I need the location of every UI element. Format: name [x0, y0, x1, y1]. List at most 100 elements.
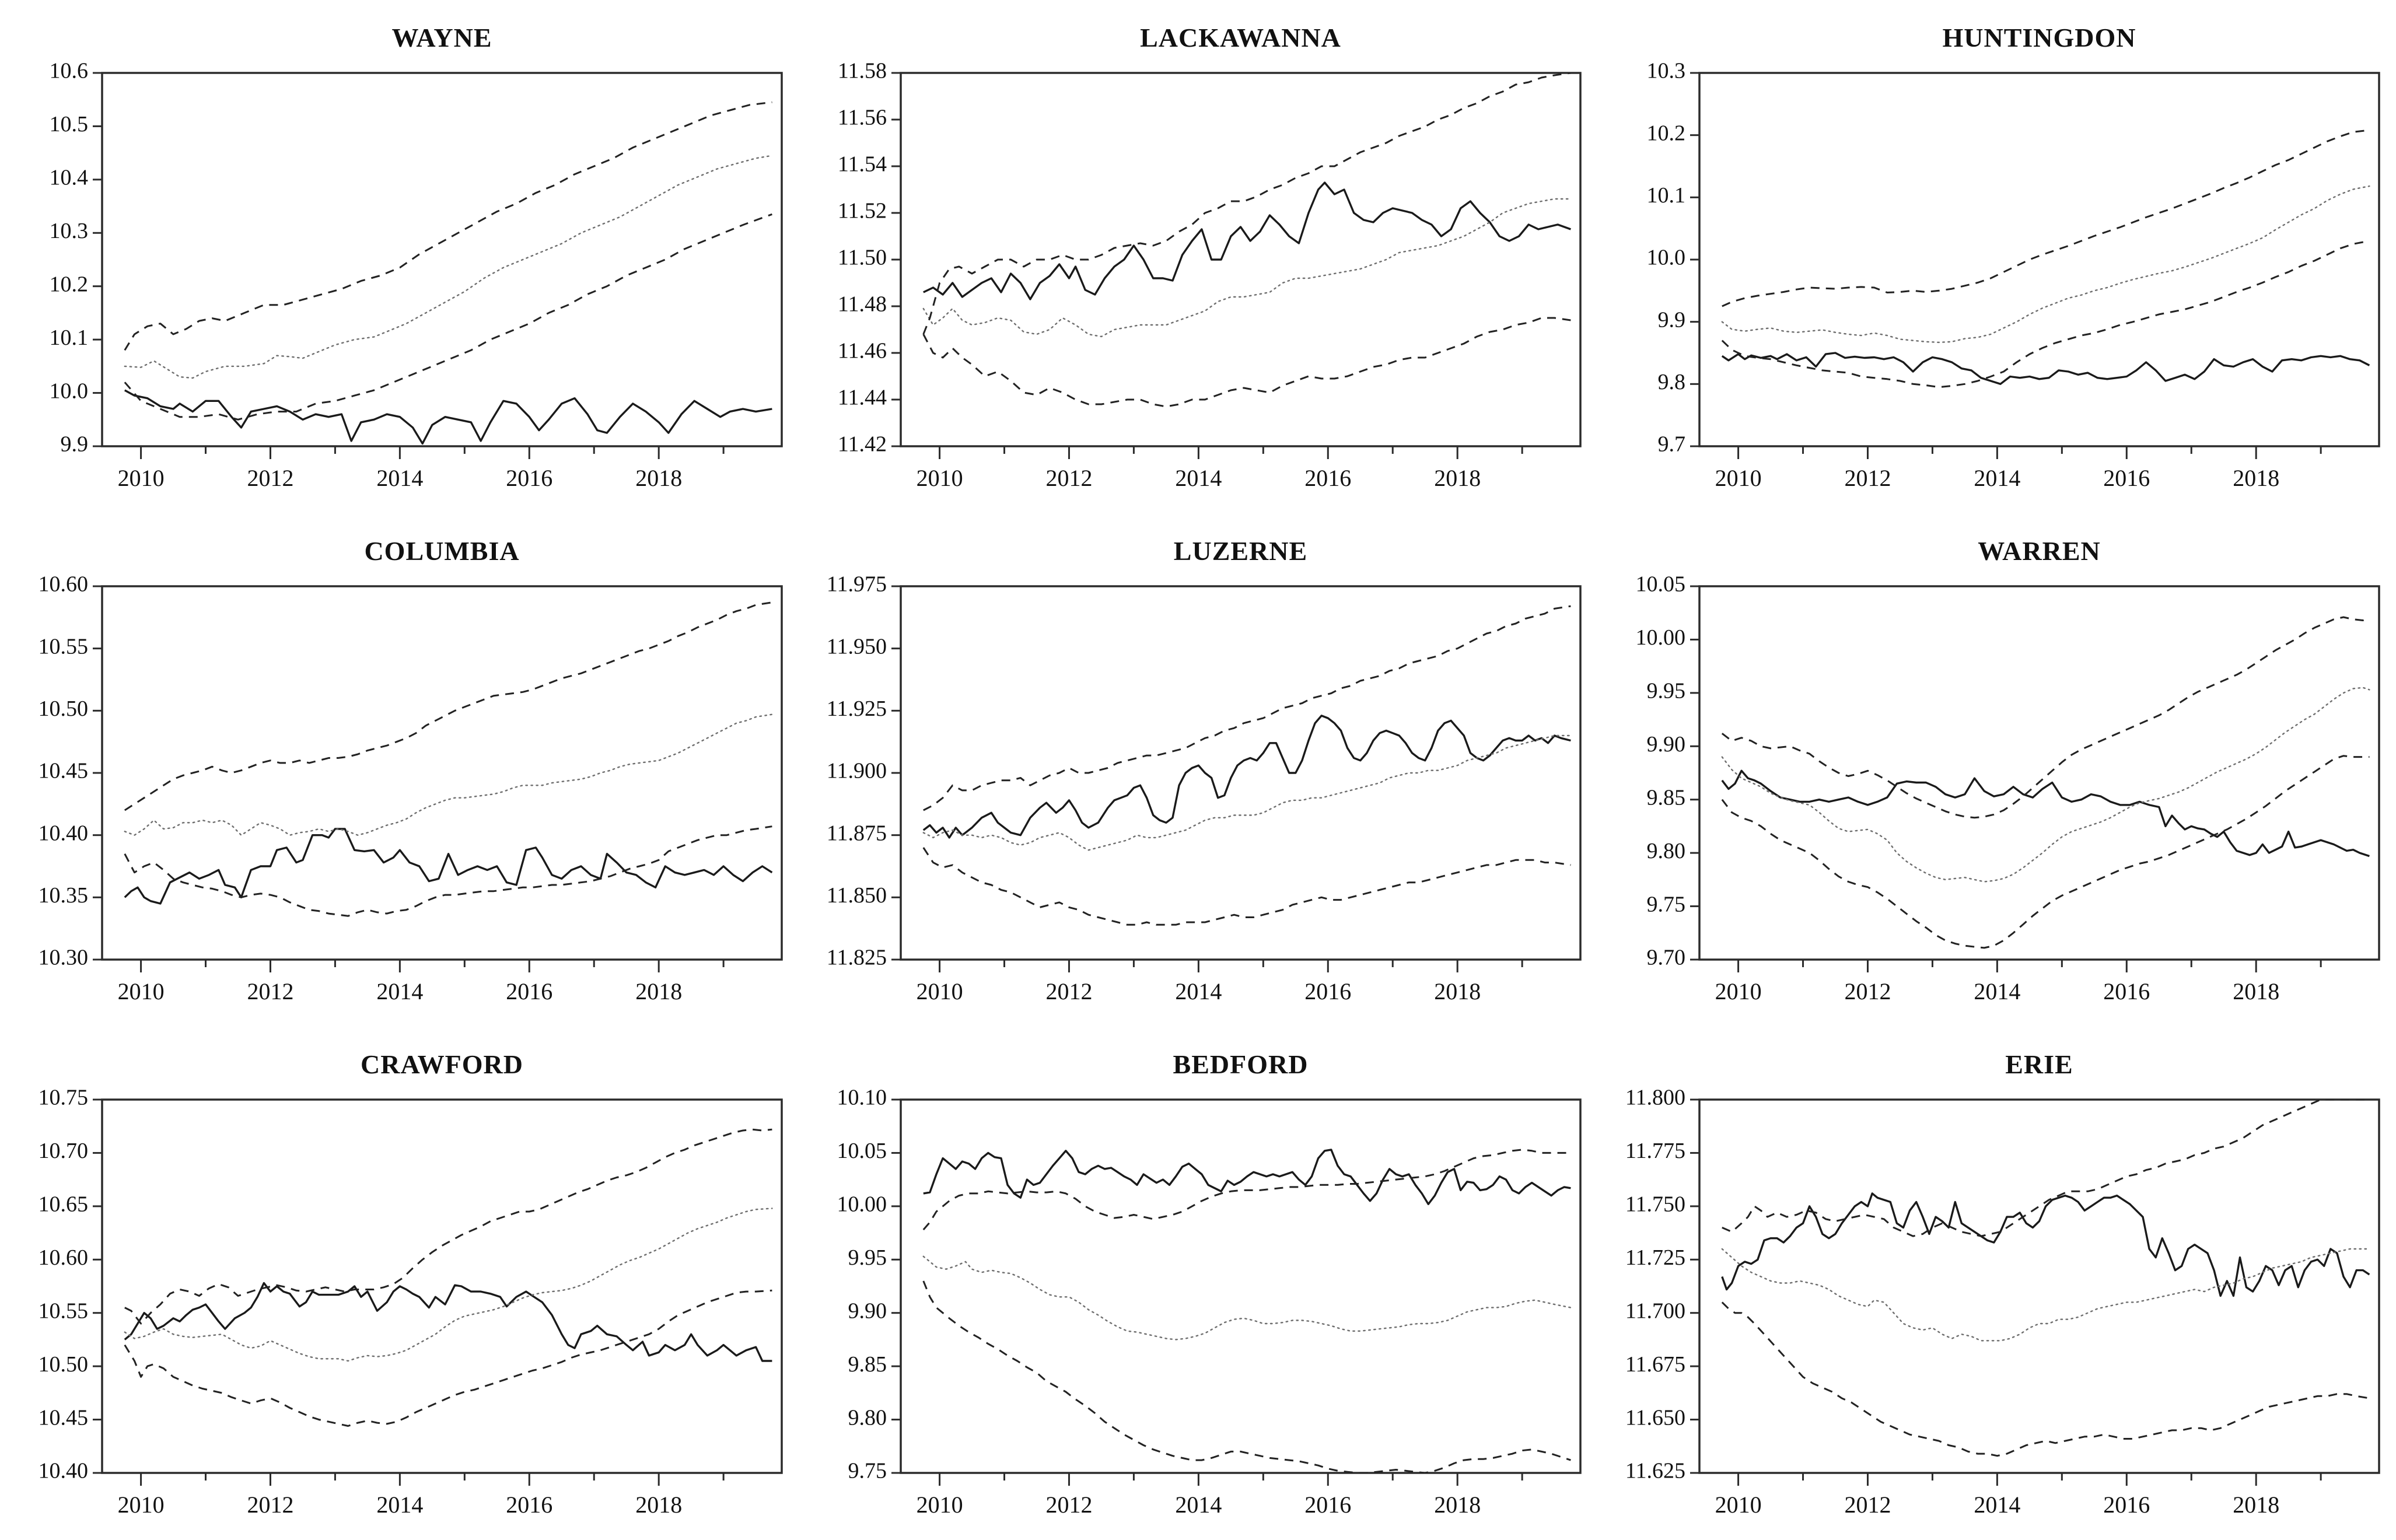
svg-text:2014: 2014: [1175, 978, 1222, 1005]
svg-text:10.40: 10.40: [39, 821, 89, 845]
svg-text:2012: 2012: [1844, 465, 1891, 491]
svg-text:10.55: 10.55: [39, 634, 89, 659]
svg-text:9.75: 9.75: [1647, 892, 1686, 916]
svg-text:2012: 2012: [1844, 978, 1891, 1005]
svg-text:9.95: 9.95: [1647, 679, 1686, 704]
svg-text:10.3: 10.3: [50, 219, 89, 243]
svg-text:11.975: 11.975: [827, 572, 887, 597]
chart-title: WAYNE: [391, 23, 492, 52]
svg-text:11.52: 11.52: [838, 199, 887, 223]
svg-text:11.800: 11.800: [1625, 1086, 1685, 1110]
svg-text:10.60: 10.60: [39, 1245, 89, 1270]
svg-text:9.80: 9.80: [848, 1405, 887, 1430]
chart-lackawanna: LACKAWANNA 11.42 11.44 11.46 11.48 11.50 11.5…: [799, 0, 1597, 513]
svg-text:11.950: 11.950: [827, 634, 887, 659]
svg-text:2016: 2016: [2103, 465, 2150, 491]
svg-text:2014: 2014: [1974, 978, 2020, 1005]
svg-text:2018: 2018: [2233, 465, 2279, 491]
svg-text:9.9: 9.9: [61, 432, 89, 457]
chart-plot: 10.30 10.35 10.40 10.45 10.50 10.55 10.60 2010 2…: [39, 572, 783, 1005]
svg-text:10.35: 10.35: [39, 883, 89, 908]
svg-text:10.00: 10.00: [1636, 625, 1686, 650]
svg-text:10.75: 10.75: [39, 1086, 89, 1110]
svg-text:9.95: 9.95: [848, 1245, 887, 1270]
svg-text:2018: 2018: [1434, 465, 1481, 491]
svg-text:10.3: 10.3: [1647, 59, 1686, 83]
svg-text:10.45: 10.45: [39, 1405, 89, 1430]
svg-text:10.05: 10.05: [1636, 572, 1686, 597]
svg-text:10.60: 10.60: [39, 572, 89, 597]
svg-text:2010: 2010: [118, 465, 165, 491]
svg-text:2010: 2010: [118, 1492, 165, 1518]
svg-text:11.825: 11.825: [827, 946, 887, 970]
svg-text:2014: 2014: [1974, 465, 2020, 491]
svg-text:10.40: 10.40: [39, 1459, 89, 1483]
svg-text:2014: 2014: [376, 465, 423, 491]
svg-text:10.0: 10.0: [50, 379, 89, 403]
svg-text:2018: 2018: [635, 465, 682, 491]
svg-text:11.50: 11.50: [838, 246, 887, 270]
chart-title: LUZERNE: [1173, 536, 1308, 566]
svg-text:11.900: 11.900: [827, 759, 887, 783]
chart-luzerne: LUZERNE 11.825 11.850 11.875 11.900 11.925 11…: [799, 513, 1597, 1027]
svg-text:10.50: 10.50: [39, 1352, 89, 1377]
svg-text:2012: 2012: [1844, 1492, 1891, 1518]
svg-text:11.46: 11.46: [838, 339, 887, 363]
chart-columbia: COLUMBIA 10.30 10.35 10.40 10.45 10.50 10.55 1…: [0, 513, 799, 1027]
svg-text:2018: 2018: [1434, 1492, 1481, 1518]
svg-text:2016: 2016: [506, 465, 552, 491]
svg-text:11.44: 11.44: [838, 386, 887, 410]
svg-text:2016: 2016: [1304, 1492, 1351, 1518]
svg-text:2014: 2014: [1175, 1492, 1222, 1518]
svg-text:11.625: 11.625: [1625, 1459, 1685, 1483]
chart-plot: 10.40 10.45 10.50 10.55 10.60 10.65 10.70 10.75…: [39, 1086, 783, 1518]
svg-text:11.54: 11.54: [838, 152, 887, 177]
svg-text:2010: 2010: [917, 465, 963, 491]
svg-text:2018: 2018: [1434, 978, 1481, 1005]
svg-text:11.700: 11.700: [1625, 1298, 1685, 1323]
svg-text:11.650: 11.650: [1625, 1405, 1685, 1430]
svg-text:10.1: 10.1: [1647, 183, 1686, 208]
svg-text:11.875: 11.875: [827, 821, 887, 845]
svg-text:10.05: 10.05: [837, 1139, 887, 1163]
svg-text:11.58: 11.58: [838, 59, 887, 83]
svg-text:9.90: 9.90: [1647, 732, 1686, 757]
svg-text:2012: 2012: [1045, 1492, 1092, 1518]
chart-plot: 11.42 11.44 11.46 11.48 11.50 11.52 11.54 11.56…: [838, 59, 1582, 491]
svg-text:2014: 2014: [376, 1492, 423, 1518]
svg-text:2016: 2016: [506, 1492, 552, 1518]
chart-title: ERIE: [2005, 1049, 2073, 1079]
svg-text:10.0: 10.0: [1647, 246, 1686, 270]
chart-wayne: WAYNE 9.9 10.0 10.1 10.2 10.3 10.4 10.5 10.6 201…: [0, 0, 799, 513]
svg-text:9.85: 9.85: [848, 1352, 887, 1377]
svg-text:2018: 2018: [2233, 978, 2279, 1005]
svg-text:9.75: 9.75: [848, 1459, 887, 1483]
svg-text:10.1: 10.1: [50, 326, 89, 350]
svg-text:2010: 2010: [1715, 978, 1762, 1005]
svg-text:2016: 2016: [506, 978, 552, 1005]
svg-text:10.4: 10.4: [50, 166, 89, 190]
svg-text:11.775: 11.775: [1625, 1139, 1685, 1163]
svg-text:2010: 2010: [917, 1492, 963, 1518]
svg-text:2014: 2014: [1175, 465, 1222, 491]
svg-text:9.90: 9.90: [848, 1298, 887, 1323]
chart-plot: 9.9 10.0 10.1 10.2 10.3 10.4 10.5 10.6 2010 2012 2…: [50, 59, 783, 491]
svg-text:10.30: 10.30: [39, 946, 89, 970]
svg-text:11.850: 11.850: [827, 883, 887, 908]
svg-text:10.2: 10.2: [50, 272, 89, 296]
chart-title: BEDFORD: [1173, 1049, 1309, 1079]
svg-text:9.85: 9.85: [1647, 785, 1686, 810]
chart-bedford: BEDFORD 9.75 9.80 9.85 9.90 9.95 10.00 10.05 10…: [799, 1027, 1597, 1540]
svg-text:2018: 2018: [635, 978, 682, 1005]
svg-text:2010: 2010: [118, 978, 165, 1005]
svg-text:10.2: 10.2: [1647, 121, 1686, 145]
svg-text:9.8: 9.8: [1658, 370, 1686, 394]
svg-text:11.42: 11.42: [838, 432, 887, 457]
chart-title: WARREN: [1978, 536, 2101, 566]
svg-text:2018: 2018: [2233, 1492, 2279, 1518]
svg-text:10.55: 10.55: [39, 1298, 89, 1323]
svg-text:11.48: 11.48: [838, 292, 887, 317]
chart-plot: 9.70 9.75 9.80 9.85 9.90 9.95 10.00 10.05 2010 20…: [1636, 572, 2380, 1005]
svg-text:2018: 2018: [635, 1492, 682, 1518]
